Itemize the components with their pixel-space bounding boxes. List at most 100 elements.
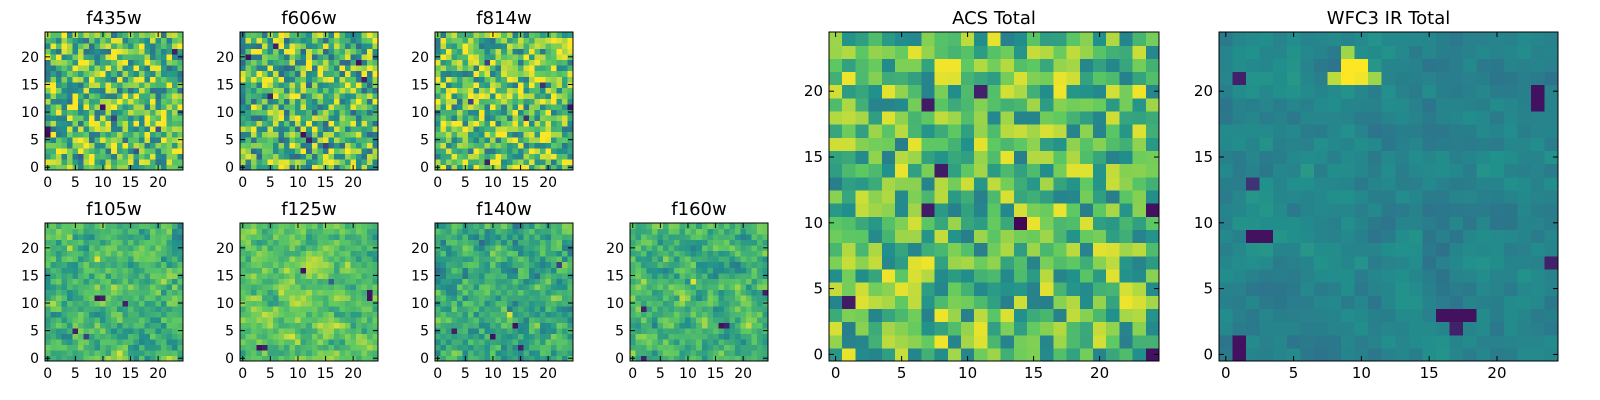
heatmap-cell bbox=[534, 239, 541, 246]
heatmap-cell bbox=[284, 92, 291, 99]
heatmap-cell bbox=[762, 311, 769, 318]
heatmap-cell bbox=[295, 103, 302, 110]
heatmap-cell bbox=[171, 48, 179, 55]
heatmap-cell bbox=[701, 305, 708, 312]
heatmap-cell bbox=[61, 305, 68, 312]
heatmap-cell bbox=[468, 48, 475, 55]
heatmap-cell bbox=[512, 98, 519, 105]
heatmap-cell bbox=[1066, 203, 1081, 217]
heatmap-cell bbox=[740, 338, 747, 346]
heatmap-cell bbox=[166, 289, 173, 296]
heatmap-cell bbox=[723, 250, 730, 257]
heatmap-cell bbox=[440, 349, 447, 357]
heatmap-cell bbox=[61, 250, 68, 257]
heatmap-cell bbox=[707, 305, 714, 312]
heatmap-cell bbox=[446, 316, 453, 323]
heatmap-cell bbox=[881, 150, 896, 165]
heatmap-cell bbox=[245, 338, 252, 346]
heatmap-cell bbox=[657, 322, 664, 329]
heatmap-cell bbox=[240, 234, 247, 241]
heatmap-cell bbox=[501, 147, 508, 155]
heatmap-cell bbox=[652, 333, 659, 340]
heatmap-cell bbox=[149, 65, 156, 72]
heatmap-cell bbox=[446, 120, 453, 127]
heatmap-cell bbox=[240, 344, 247, 351]
heatmap-cell bbox=[440, 164, 447, 171]
heatmap-cell bbox=[630, 338, 637, 346]
heatmap-cell bbox=[473, 344, 480, 351]
heatmap-cell bbox=[674, 250, 681, 257]
heatmap-cell bbox=[372, 250, 379, 257]
heatmap-cell bbox=[83, 234, 90, 241]
heatmap-cell bbox=[149, 131, 156, 138]
heatmap-cell bbox=[317, 109, 324, 116]
heatmap-cell bbox=[166, 256, 173, 263]
heatmap-cell bbox=[435, 239, 442, 246]
heatmap-cell bbox=[122, 65, 129, 72]
heatmap-cell bbox=[311, 98, 318, 105]
heatmap-cell bbox=[512, 153, 519, 160]
heatmap-cell bbox=[160, 305, 168, 312]
heatmap-cell bbox=[138, 234, 145, 241]
heatmap-cell bbox=[855, 282, 870, 296]
heatmap-cell bbox=[333, 65, 340, 72]
heatmap-cell bbox=[72, 109, 79, 116]
heatmap-cell bbox=[646, 267, 653, 274]
heatmap-cell bbox=[506, 344, 513, 351]
heatmap-cell bbox=[355, 316, 363, 323]
heatmap-cell bbox=[561, 223, 569, 230]
heatmap-cell bbox=[133, 43, 140, 50]
heatmap-cell bbox=[646, 333, 653, 340]
heatmap-cell bbox=[83, 250, 90, 257]
heatmap-cell bbox=[72, 344, 79, 351]
heatmap-cell bbox=[501, 349, 508, 357]
heatmap-cell bbox=[317, 261, 324, 268]
heatmap-cell bbox=[1079, 163, 1094, 178]
heatmap-cell bbox=[635, 256, 642, 263]
heatmap-cell bbox=[550, 147, 558, 155]
heatmap-cell bbox=[561, 87, 569, 94]
heatmap-cell bbox=[517, 48, 524, 55]
heatmap-cell bbox=[440, 333, 447, 340]
heatmap-cell bbox=[171, 272, 179, 279]
heatmap-cell bbox=[556, 76, 563, 83]
heatmap-cell bbox=[339, 327, 346, 334]
heatmap-cell bbox=[317, 311, 324, 318]
heatmap-cell bbox=[138, 333, 145, 340]
heatmap-cell bbox=[534, 114, 541, 121]
heatmap-cell bbox=[149, 54, 156, 61]
heatmap-cell bbox=[160, 147, 168, 155]
heatmap-cell bbox=[1106, 203, 1120, 217]
heatmap-cell bbox=[501, 228, 508, 235]
heatmap-cell bbox=[484, 272, 491, 279]
heatmap-cell bbox=[339, 43, 346, 50]
heatmap-cell bbox=[160, 59, 168, 66]
heatmap-cell bbox=[289, 103, 296, 110]
heatmap-cell bbox=[245, 37, 252, 44]
heatmap-cell bbox=[707, 267, 714, 274]
heatmap-cell bbox=[149, 245, 156, 252]
heatmap-cell bbox=[160, 37, 168, 44]
heatmap-cell bbox=[829, 189, 843, 204]
heatmap-cell bbox=[534, 142, 541, 149]
heatmap-cell bbox=[881, 321, 896, 336]
heatmap-cell bbox=[122, 70, 129, 77]
heatmap-cell bbox=[311, 120, 318, 127]
heatmap-cell bbox=[745, 311, 753, 318]
heatmap-cell bbox=[550, 164, 558, 171]
heatmap-cell bbox=[506, 223, 513, 230]
heatmap-cell bbox=[105, 294, 112, 301]
heatmap-cell bbox=[528, 272, 535, 279]
heatmap-cell bbox=[256, 338, 263, 346]
heatmap-cell bbox=[756, 283, 764, 290]
heatmap-cell bbox=[468, 125, 475, 132]
heatmap-cell bbox=[366, 355, 374, 362]
y-tick-label: 15 bbox=[411, 77, 429, 93]
heatmap-cell bbox=[262, 305, 269, 312]
heatmap-cell bbox=[451, 32, 458, 39]
heatmap-cell bbox=[295, 76, 302, 83]
heatmap-cell bbox=[350, 70, 357, 77]
heatmap-cell bbox=[366, 76, 374, 83]
heatmap-cell bbox=[435, 256, 442, 263]
heatmap-cell bbox=[333, 98, 340, 105]
